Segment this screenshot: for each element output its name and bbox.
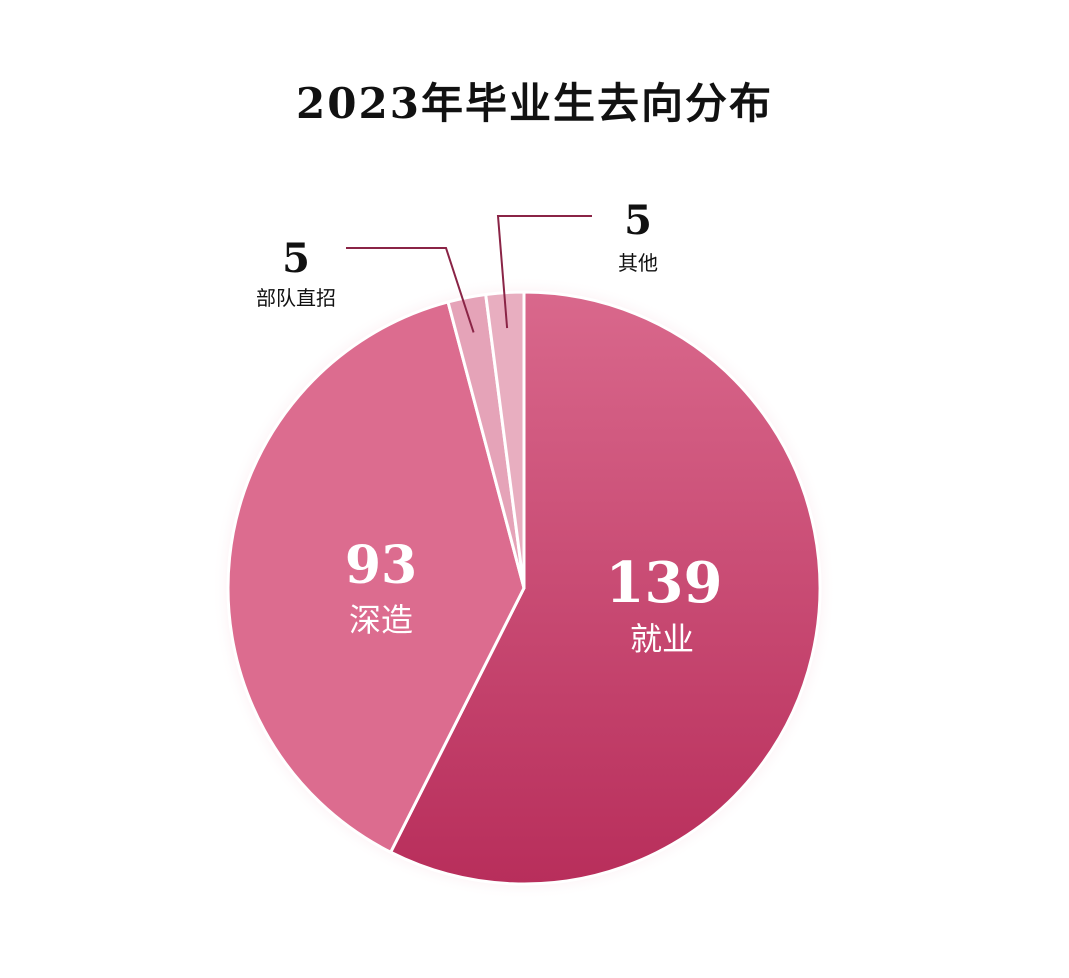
pie-slice-further-study <box>226 300 526 854</box>
value-label-employment: 139 <box>606 550 723 616</box>
value-label-army-recruit: 5 <box>282 235 310 282</box>
chart-title: 2023年毕业生去向分布 <box>296 79 773 128</box>
leader-line-other <box>496 215 592 329</box>
leader-line-army-recruit <box>346 247 475 333</box>
value-label-other: 5 <box>624 197 652 244</box>
pie-slice-employment <box>389 290 822 886</box>
category-label-employment: 就业 <box>630 620 694 658</box>
category-label-other: 其他 <box>618 251 658 275</box>
category-label-army-recruit: 部队直招 <box>256 286 336 310</box>
value-label-further-study: 93 <box>345 535 417 596</box>
category-label-further-study: 深造 <box>349 601 413 639</box>
